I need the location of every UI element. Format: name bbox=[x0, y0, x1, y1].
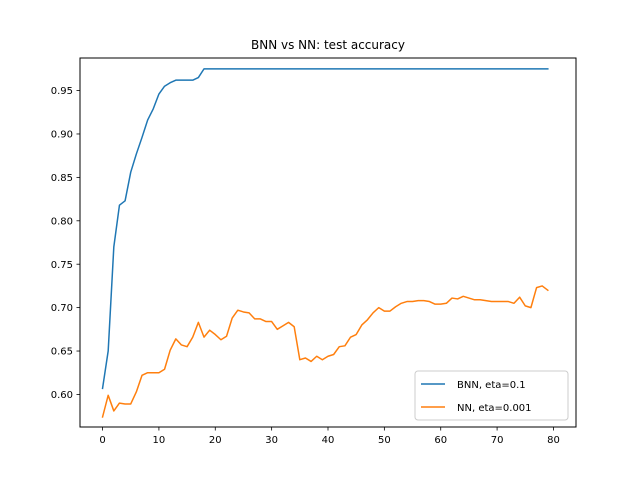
series-line-nn bbox=[101, 285, 549, 418]
plot-area: 0 10 20 30 40 50 60 70 80 0.600.650.700.750.800.… bbox=[51, 57, 577, 446]
series-layer bbox=[101, 68, 549, 418]
x-tick-label: 80 bbox=[547, 435, 560, 446]
y-tick-label: 0.95 bbox=[51, 86, 73, 97]
y-tick-label: 0.85 bbox=[51, 173, 73, 184]
x-tick-label: 50 bbox=[378, 435, 391, 446]
y-tick-label: 0.70 bbox=[51, 303, 73, 314]
y-tick-label: 0.75 bbox=[51, 260, 73, 271]
chart-title: BNN vs NN: test accuracy bbox=[251, 38, 405, 52]
legend: BNN, eta=0.1 NN, eta=0.001 bbox=[414, 370, 569, 421]
y-tick-label: 0.65 bbox=[51, 347, 73, 358]
x-axis: 0 10 20 30 40 50 60 70 80 bbox=[99, 427, 560, 446]
legend-label-nn: NN, eta=0.001 bbox=[457, 403, 532, 414]
y-tick-label: 0.90 bbox=[51, 130, 73, 141]
x-tick-label: 0 bbox=[99, 435, 105, 446]
legend-label-bnn: BNN, eta=0.1 bbox=[457, 380, 526, 391]
x-tick-label: 30 bbox=[265, 435, 278, 446]
x-tick-label: 70 bbox=[491, 435, 504, 446]
series-line-bnn bbox=[101, 68, 549, 390]
x-tick-label: 40 bbox=[322, 435, 335, 446]
x-tick-label: 60 bbox=[434, 435, 447, 446]
y-tick-label: 0.60 bbox=[51, 390, 73, 401]
x-tick-label: 20 bbox=[209, 435, 222, 446]
x-tick-label: 10 bbox=[153, 435, 166, 446]
y-tick-label: 0.80 bbox=[51, 216, 73, 227]
y-axis: 0.60 0.65 0.70 0.75 0.80 0.85 0.90 0.95 bbox=[51, 86, 80, 401]
legend-box bbox=[414, 370, 569, 421]
